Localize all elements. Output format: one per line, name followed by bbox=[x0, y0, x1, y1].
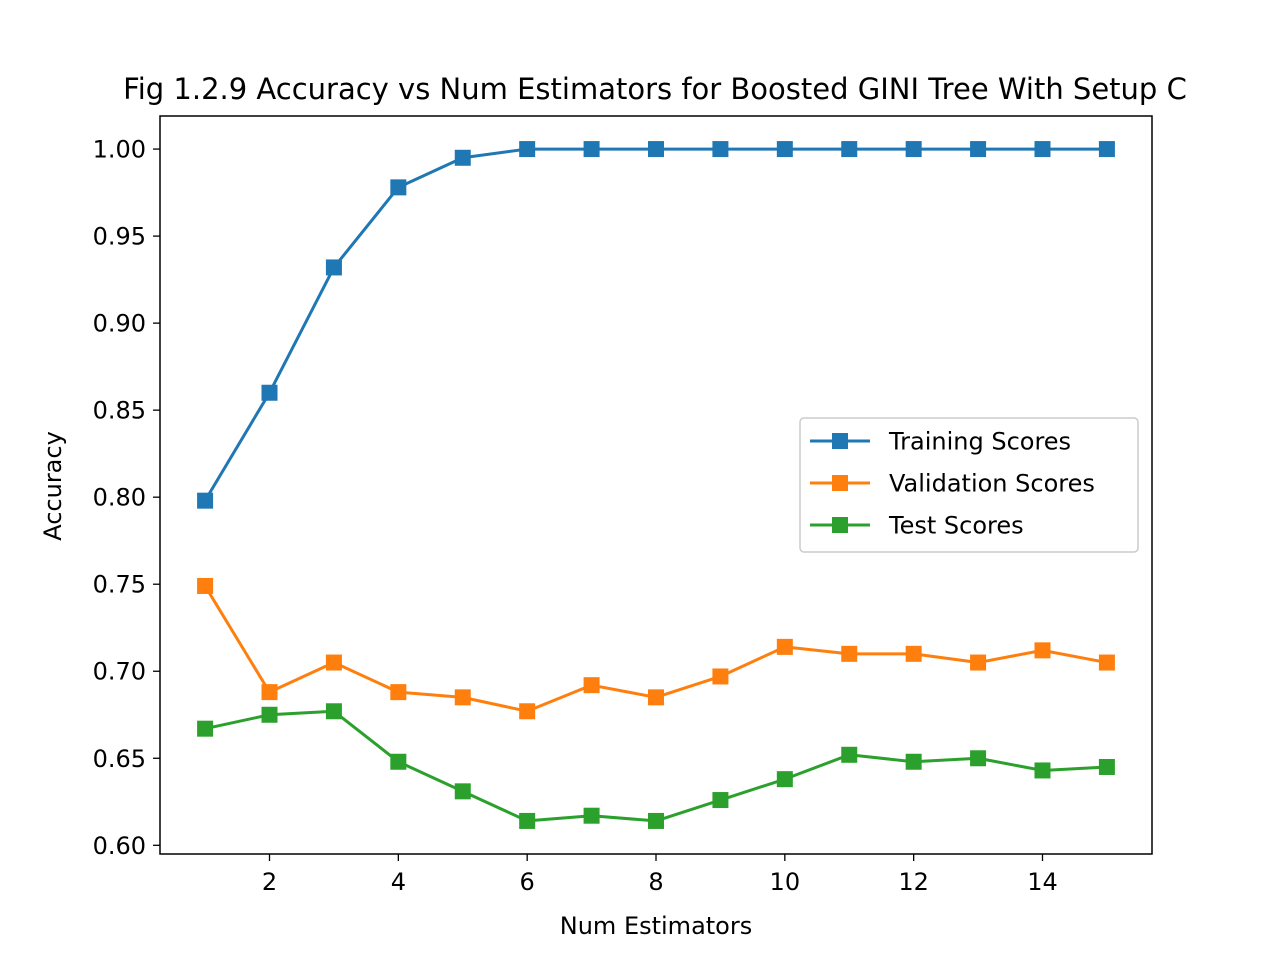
legend-marker bbox=[832, 475, 848, 491]
data-point bbox=[390, 684, 407, 701]
y-tick-label: 0.85 bbox=[93, 397, 146, 425]
data-point bbox=[519, 703, 536, 720]
legend-label: Training Scores bbox=[888, 428, 1071, 456]
data-point bbox=[970, 654, 987, 671]
data-point bbox=[841, 746, 858, 763]
data-point bbox=[905, 645, 922, 662]
data-point bbox=[197, 492, 214, 509]
data-point bbox=[648, 141, 664, 158]
data-point bbox=[583, 807, 600, 824]
axes: 2 4 6 8 10 12 14 0.60 0.65 0.70 0.75 0.80 0.85 0.90 0.… bbox=[93, 136, 1058, 896]
x-axis-title: Num Estimators bbox=[560, 912, 752, 940]
data-point bbox=[325, 259, 342, 276]
series-1 bbox=[197, 141, 1115, 509]
data-point bbox=[712, 668, 729, 685]
data-point bbox=[1098, 141, 1115, 158]
y-tick-label: 0.90 bbox=[93, 310, 146, 338]
data-point bbox=[197, 577, 214, 594]
data-point bbox=[1034, 141, 1051, 158]
legend-label: Validation Scores bbox=[889, 470, 1095, 498]
data-point bbox=[261, 684, 278, 701]
x-tick-label: 6 bbox=[520, 868, 535, 896]
x-tick-label: 10 bbox=[770, 868, 801, 896]
data-point bbox=[905, 753, 922, 770]
y-tick-label: 0.70 bbox=[93, 658, 146, 686]
data-point bbox=[1098, 654, 1115, 671]
data-point bbox=[519, 141, 536, 158]
data-point bbox=[648, 812, 664, 829]
x-tick-label: 14 bbox=[1027, 868, 1058, 896]
data-point bbox=[325, 654, 342, 671]
legend-label: Test Scores bbox=[888, 512, 1024, 540]
plot-frame bbox=[159, 115, 1153, 855]
data-point bbox=[970, 141, 987, 158]
legend-marker bbox=[832, 433, 848, 449]
x-tick-label: 2 bbox=[262, 868, 277, 896]
y-tick-label: 0.65 bbox=[93, 745, 146, 773]
data-point bbox=[197, 720, 214, 737]
data-point bbox=[454, 689, 471, 706]
y-tick-label: 0.80 bbox=[93, 484, 146, 512]
data-point bbox=[1098, 758, 1115, 775]
data-point bbox=[261, 384, 278, 401]
x-tick-label: 4 bbox=[391, 868, 406, 896]
legend-marker bbox=[832, 517, 848, 533]
data-point bbox=[712, 792, 729, 809]
data-point bbox=[583, 677, 600, 694]
legend-box bbox=[799, 417, 1139, 553]
data-point bbox=[1034, 642, 1051, 659]
data-point bbox=[905, 141, 922, 158]
y-tick-label: 1.00 bbox=[93, 136, 146, 164]
data-point bbox=[519, 812, 536, 829]
data-point bbox=[261, 706, 278, 723]
data-point bbox=[776, 771, 793, 788]
y-tick-label: 0.75 bbox=[93, 571, 146, 599]
data-point bbox=[841, 645, 858, 662]
y-axis-title: Accuracy bbox=[39, 431, 67, 541]
data-point bbox=[712, 141, 729, 158]
data-point bbox=[390, 753, 407, 770]
data-point bbox=[776, 141, 793, 158]
legend-item: Training Scores bbox=[810, 428, 1071, 456]
data-point bbox=[390, 179, 407, 196]
data-point bbox=[776, 638, 793, 655]
legend: Training Scores Validation Scores Test Sco… bbox=[799, 417, 1139, 553]
series-2 bbox=[197, 577, 1115, 720]
legend-item: Test Scores bbox=[810, 512, 1024, 540]
y-tick-label: 0.60 bbox=[93, 832, 146, 860]
x-tick-label: 8 bbox=[648, 868, 663, 896]
data-point bbox=[325, 703, 342, 720]
data-point bbox=[454, 783, 471, 800]
series-3 bbox=[197, 703, 1115, 829]
data-point bbox=[841, 141, 858, 158]
y-tick-label: 0.95 bbox=[93, 223, 146, 251]
data-point bbox=[970, 750, 987, 767]
chart-title: Fig 1.2.9 Accuracy vs Num Estimators for… bbox=[123, 72, 1187, 106]
data-point bbox=[454, 149, 471, 166]
data-point bbox=[1034, 762, 1051, 779]
data-point bbox=[648, 689, 664, 706]
x-tick-label: 12 bbox=[898, 868, 929, 896]
series-layer bbox=[197, 141, 1115, 829]
legend-item: Validation Scores bbox=[810, 470, 1095, 498]
data-point bbox=[583, 141, 600, 158]
